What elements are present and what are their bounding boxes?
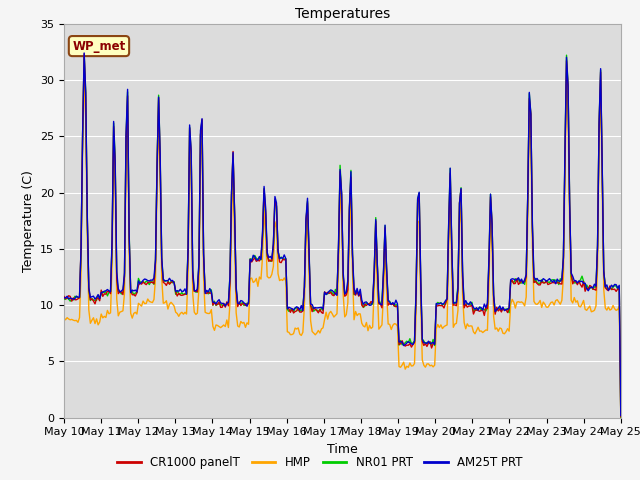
NR01 PRT bbox=[130, 292, 138, 298]
AM25T PRT bbox=[255, 253, 263, 259]
CR1000 panelT bbox=[255, 258, 263, 264]
CR1000 panelT bbox=[246, 257, 254, 263]
HMP bbox=[246, 276, 254, 282]
X-axis label: Time: Time bbox=[327, 443, 358, 456]
HMP bbox=[305, 271, 313, 276]
CR1000 panelT bbox=[617, 414, 625, 420]
AM25T PRT bbox=[81, 50, 88, 56]
AM25T PRT bbox=[588, 284, 595, 290]
AM25T PRT bbox=[60, 295, 68, 301]
NR01 PRT bbox=[588, 284, 595, 289]
AM25T PRT bbox=[246, 256, 254, 262]
CR1000 panelT bbox=[81, 51, 88, 57]
CR1000 panelT bbox=[305, 253, 313, 259]
Legend: CR1000 panelT, HMP, NR01 PRT, AM25T PRT: CR1000 panelT, HMP, NR01 PRT, AM25T PRT bbox=[113, 452, 527, 474]
Line: HMP: HMP bbox=[64, 75, 621, 419]
Line: AM25T PRT: AM25T PRT bbox=[64, 53, 621, 416]
Y-axis label: Temperature (C): Temperature (C) bbox=[22, 170, 35, 272]
CR1000 panelT bbox=[588, 284, 595, 289]
Line: CR1000 panelT: CR1000 panelT bbox=[64, 54, 621, 417]
HMP bbox=[255, 274, 263, 280]
HMP bbox=[588, 309, 595, 315]
AM25T PRT bbox=[130, 288, 138, 294]
NR01 PRT bbox=[60, 296, 68, 302]
HMP bbox=[228, 220, 236, 226]
CR1000 panelT bbox=[228, 192, 236, 197]
NR01 PRT bbox=[228, 192, 236, 197]
NR01 PRT bbox=[255, 255, 263, 261]
Title: Temperatures: Temperatures bbox=[295, 8, 390, 22]
HMP bbox=[130, 311, 138, 316]
CR1000 panelT bbox=[60, 294, 68, 300]
NR01 PRT bbox=[617, 414, 625, 420]
AM25T PRT bbox=[305, 250, 313, 255]
Line: NR01 PRT: NR01 PRT bbox=[64, 55, 621, 417]
NR01 PRT bbox=[81, 52, 88, 58]
CR1000 panelT bbox=[130, 292, 138, 298]
Text: WP_met: WP_met bbox=[72, 39, 125, 53]
AM25T PRT bbox=[228, 191, 236, 197]
HMP bbox=[60, 315, 68, 321]
HMP bbox=[81, 72, 88, 78]
NR01 PRT bbox=[305, 250, 313, 256]
AM25T PRT bbox=[617, 413, 625, 419]
HMP bbox=[617, 416, 625, 422]
NR01 PRT bbox=[246, 256, 254, 262]
